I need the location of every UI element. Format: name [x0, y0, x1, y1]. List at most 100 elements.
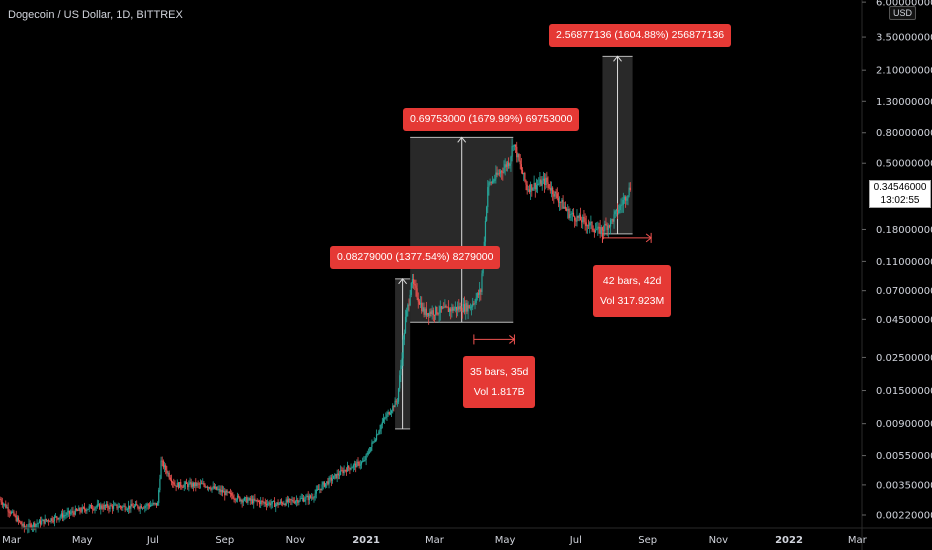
candle-body — [625, 196, 627, 201]
candle-body — [605, 224, 607, 225]
candle-body — [143, 507, 145, 509]
candle-body — [290, 499, 292, 501]
candle-body — [70, 512, 72, 514]
price-axis[interactable]: 6.00000000 3.50000000 2.10000000 1.30000000… — [861, 0, 932, 550]
currency-badge[interactable]: USD — [889, 6, 917, 20]
candle-body — [378, 431, 380, 435]
candle-body — [224, 491, 226, 496]
candle-body — [161, 460, 163, 462]
candle-body — [592, 228, 594, 231]
candle-body — [533, 183, 535, 189]
x-tick-label: Mar — [848, 535, 868, 546]
candle-body — [331, 478, 334, 481]
candle-body — [498, 173, 500, 175]
candle-body — [216, 486, 218, 490]
measure-label-2: 0.69753000 (1679.99%) 69753000 — [403, 108, 580, 131]
candle-body — [570, 213, 572, 215]
candle-body — [350, 468, 352, 470]
candle-body — [159, 478, 161, 491]
candle-body — [366, 452, 368, 455]
candle-body — [60, 513, 63, 517]
candle-body — [46, 520, 49, 521]
candle-body — [154, 502, 156, 504]
candle-body — [156, 502, 159, 506]
candle-body — [75, 508, 78, 511]
candle-body — [300, 498, 302, 500]
candle-body — [292, 499, 294, 502]
candle-body — [229, 492, 232, 494]
candle-body — [279, 501, 281, 504]
candle-body — [296, 499, 298, 502]
candle-body — [411, 279, 414, 284]
candle-body — [236, 495, 239, 500]
candle-body — [629, 187, 631, 190]
candle-body — [158, 490, 160, 503]
candle-body — [424, 308, 426, 315]
candle-body — [404, 316, 407, 334]
candle-body — [577, 215, 579, 218]
candle-body — [582, 216, 584, 223]
candle-body — [546, 177, 548, 183]
candle-body — [474, 302, 476, 304]
candle-body — [375, 434, 378, 440]
candle-body — [396, 401, 399, 403]
candle-body — [71, 511, 73, 513]
candle-body — [606, 224, 608, 230]
candle-body — [28, 523, 30, 529]
candle-body — [429, 311, 431, 317]
candle-body — [285, 499, 287, 506]
candle-body — [105, 504, 108, 507]
candle-body — [173, 482, 175, 485]
candle-body — [189, 482, 191, 484]
candle-body — [334, 474, 336, 476]
candle-body — [365, 454, 367, 460]
candle-body — [167, 472, 169, 474]
candle-body — [15, 515, 17, 521]
candle-body — [131, 503, 133, 507]
candle-body — [409, 294, 411, 306]
candle-body — [100, 505, 102, 510]
candle-body — [571, 212, 573, 214]
candle-body — [53, 516, 56, 522]
candle-body — [258, 501, 261, 505]
time-axis[interactable]: Mar May Jul Sep Nov 2021 Mar May Jul Sep Nov 2022 Ma… — [0, 527, 932, 546]
candle-body — [619, 205, 621, 211]
candle-body — [172, 482, 174, 483]
candle-body — [194, 482, 196, 487]
candle-body — [340, 470, 342, 475]
measure-arrow-head — [398, 278, 408, 285]
candle-body — [196, 483, 198, 486]
candle-body — [55, 516, 57, 518]
candle-body — [502, 172, 504, 173]
candle-body — [554, 191, 556, 197]
candle-body — [532, 188, 534, 191]
candle-body — [255, 499, 257, 501]
candle-body — [628, 187, 630, 196]
x-tick-label: May — [495, 535, 516, 546]
candle-body — [32, 523, 35, 527]
candle-body — [337, 473, 339, 476]
candle-body — [467, 305, 469, 312]
candle-body — [539, 179, 541, 184]
candle-body — [445, 305, 447, 307]
candle-body — [417, 297, 419, 302]
candle-body — [22, 524, 24, 526]
candle-body — [530, 184, 532, 192]
candle-body — [333, 475, 335, 479]
candle-body — [400, 365, 402, 376]
candle-body — [218, 488, 220, 490]
candle-body — [534, 183, 536, 190]
candle-body — [240, 499, 242, 502]
candle-body — [38, 520, 40, 524]
candle-body — [557, 198, 560, 203]
x-tick-label: Sep — [638, 535, 657, 546]
candle-body — [475, 297, 477, 303]
candle-body — [56, 516, 58, 519]
candle-body — [446, 306, 448, 308]
candle-body — [125, 509, 127, 511]
candle-body — [17, 517, 20, 521]
candle-body — [77, 510, 79, 512]
y-tick-label: 0.01500000 — [876, 386, 932, 397]
candle-body — [505, 164, 507, 167]
